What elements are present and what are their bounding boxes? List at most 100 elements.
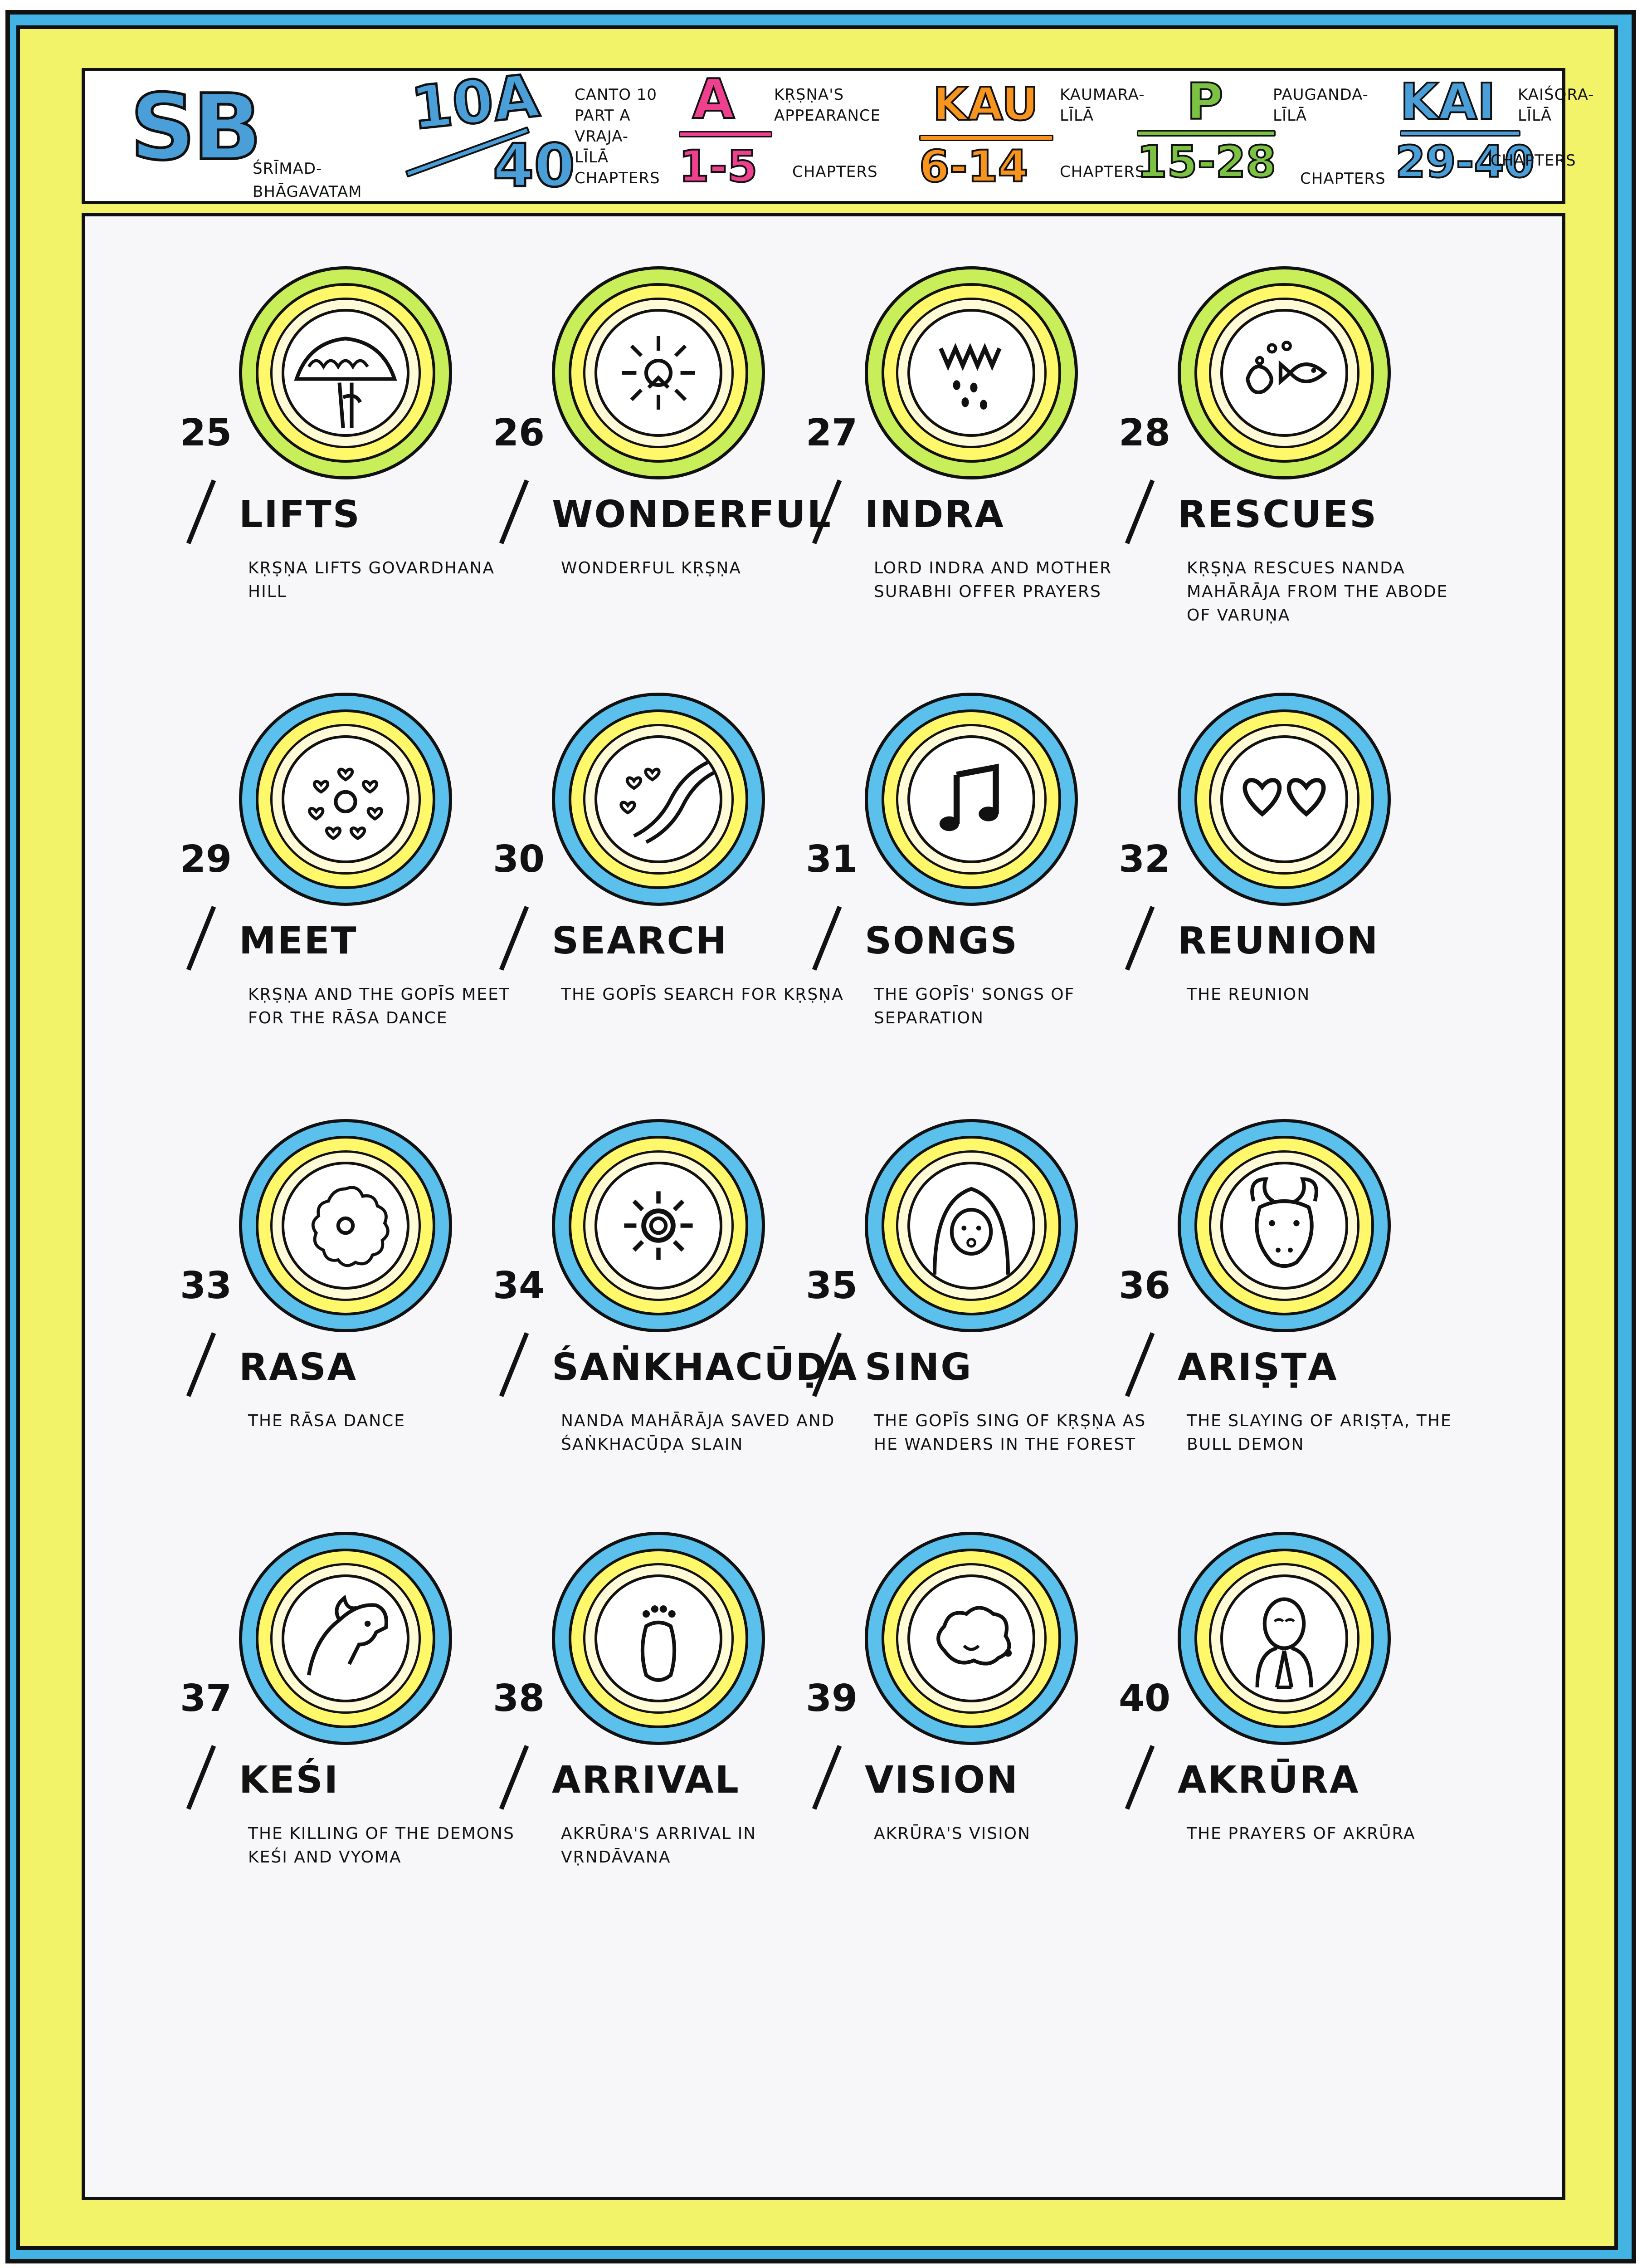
medallion <box>552 266 765 479</box>
chapter-card-28[interactable]: 28 RESCUES KṚṢṆA RESCUES NANDA MAHĀRĀJA … <box>1119 266 1491 720</box>
chapter-title: SONGS <box>865 919 1018 963</box>
medallion <box>239 693 452 906</box>
medallion <box>552 1119 765 1332</box>
medallion <box>1178 1532 1391 1745</box>
chapter-title: WONDERFUL <box>552 493 832 536</box>
chapter-number: 37 <box>180 1677 232 1720</box>
sb-logo: SB <box>129 75 263 181</box>
section-kai-suffix: CHAPTERS <box>1491 152 1576 170</box>
chapter-description: KṚṢṆA AND THE GOPĪS MEET FOR THE RĀSA DA… <box>248 985 510 1028</box>
chapter-card-38[interactable]: 38 ARRIVAL AKRŪRA'S ARRIVAL IN VṚNDĀVANA <box>493 1532 865 1985</box>
chapter-title: ARIṢṬA <box>1178 1346 1338 1389</box>
chapter-card-31[interactable]: 31 SONGS THE GOPĪS' SONGS OF SEPARATION <box>806 693 1178 1146</box>
chapter-title: VISION <box>865 1759 1019 1802</box>
chapter-number: 29 <box>180 838 232 881</box>
rain-icon <box>939 343 1002 410</box>
hill-icon <box>294 337 397 428</box>
section-kau-title: KAUMARA- LĪLĀ <box>1060 86 1145 125</box>
chapter-card-37[interactable]: 37 KEŚI THE KILLING OF THE DEMONS KEŚI A… <box>180 1532 552 1985</box>
canto-description: CANTO 10 PART A VRAJA- LĪLĀ CHAPTERS <box>575 86 660 187</box>
praying-figure-icon <box>1255 1597 1313 1690</box>
medallion <box>1178 266 1391 479</box>
medallion <box>239 1119 452 1332</box>
medallion <box>552 1532 765 1745</box>
chapter-card-32[interactable]: 32 REUNION THE REUNION <box>1119 693 1491 1146</box>
chapter-description: KṚṢṆA RESCUES NANDA MAHĀRĀJA FROM THE AB… <box>1187 559 1448 625</box>
hearts-river-icon <box>619 761 718 844</box>
chapter-title: LIFTS <box>239 493 361 536</box>
chapter-description: THE GOPĪS SING OF KṚṢṆA AS HE WANDERS IN… <box>874 1412 1146 1454</box>
gopi-face-icon <box>932 1187 1010 1275</box>
footprint-icon <box>640 1605 677 1682</box>
cloud-icon <box>936 1606 1012 1666</box>
chapter-card-40[interactable]: 40 AKRŪRA THE PRAYERS OF AKRŪRA <box>1119 1532 1491 1985</box>
chapter-number: 39 <box>806 1677 858 1720</box>
chapter-number: 33 <box>180 1264 232 1307</box>
chapter-number: 25 <box>180 411 232 455</box>
medallion <box>865 1532 1078 1745</box>
chapter-number: 26 <box>493 411 545 455</box>
chapter-description: THE RĀSA DANCE <box>248 1412 406 1430</box>
chapter-title: RESCUES <box>1178 493 1378 536</box>
chapter-description: NANDA MAHĀRĀJA SAVED AND ŚAṄKHACŪḌA SLAI… <box>561 1412 835 1454</box>
chapter-number: 38 <box>493 1677 545 1720</box>
medallion <box>239 1532 452 1745</box>
section-p-underline <box>1137 130 1276 137</box>
medallion <box>1178 1119 1391 1332</box>
chapter-description: LORD INDRA AND MOTHER SURABHI OFFER PRAY… <box>874 559 1112 601</box>
chapter-card-34[interactable]: 34 ŚAṄKHACŪḌA NANDA MAHĀRĀJA SAVED AND Ś… <box>493 1119 865 1573</box>
section-p-suffix: CHAPTERS <box>1300 170 1386 188</box>
slash-mark <box>186 1745 216 1810</box>
chapter-description: THE GOPĪS SEARCH FOR KṚṢṆA <box>561 985 844 1004</box>
medallion <box>552 693 765 906</box>
chapter-card-35[interactable]: 35 SING THE GOPĪS SING OF KṚṢṆA AS HE WA… <box>806 1119 1178 1573</box>
chapter-number: 32 <box>1119 838 1171 881</box>
section-p-title: PAUGANDA- LĪLĀ <box>1273 86 1369 125</box>
sb-subtitle: ŚRĪMAD-BHĀGAVATAM <box>253 160 362 201</box>
chapter-card-25[interactable]: 25 LIFTS KṚṢṆA LIFTS GOVARDHANA HILL <box>180 266 552 720</box>
chapter-title: RASA <box>239 1346 358 1389</box>
section-kai-code: KAI <box>1399 73 1496 131</box>
chapter-number: 27 <box>806 411 858 455</box>
chapter-title: AKRŪRA <box>1178 1759 1360 1802</box>
chapter-number: 34 <box>493 1264 545 1307</box>
chapter-card-33[interactable]: 33 RASA THE RĀSA DANCE <box>180 1119 552 1573</box>
chapter-title: SING <box>865 1346 973 1389</box>
chapter-title: KEŚI <box>239 1759 340 1802</box>
chapter-card-39[interactable]: 39 VISION AKRŪRA'S VISION <box>806 1532 1178 1985</box>
chapter-description: THE SLAYING OF ARIṢṬA, THE BULL DEMON <box>1187 1412 1452 1454</box>
chapter-number: 31 <box>806 838 858 881</box>
chapter-title: SEARCH <box>552 919 728 963</box>
canto-code-bottom: 40 <box>492 131 576 200</box>
chapter-card-30[interactable]: 30 SEARCH THE GOPĪS SEARCH FOR KṚṢṆA <box>493 693 865 1146</box>
chapter-description: THE GOPĪS' SONGS OF SEPARATION <box>874 985 1075 1028</box>
chapter-card-26[interactable]: 26 WONDERFUL WONDERFUL KṚṢṆA <box>493 266 865 720</box>
slash-mark <box>186 906 216 971</box>
chapter-description: THE REUNION <box>1187 985 1311 1004</box>
hearts-circle-icon <box>308 767 383 841</box>
chapter-title: ARRIVAL <box>552 1759 740 1802</box>
music-note-icon <box>939 763 999 831</box>
medallion <box>865 1119 1078 1332</box>
slash-mark <box>186 479 216 544</box>
section-kai-title: KAIŚORA- LĪLĀ <box>1518 86 1594 125</box>
chapter-card-36[interactable]: 36 ARIṢṬA THE SLAYING OF ARIṢṬA, THE BUL… <box>1119 1119 1491 1573</box>
bull-icon <box>1250 1177 1318 1268</box>
section-a-underline <box>679 131 772 137</box>
section-p-range: 15-28 <box>1136 137 1277 187</box>
fish-icon <box>1245 341 1328 394</box>
medallion <box>1178 693 1391 906</box>
chapter-description: WONDERFUL KṚṢṆA <box>561 559 741 577</box>
chapter-card-29[interactable]: 29 MEET KṚṢṆA AND THE GOPĪS MEET FOR THE… <box>180 693 552 1146</box>
chapter-title: INDRA <box>865 493 1005 536</box>
flower-icon <box>311 1186 390 1267</box>
chapter-title: MEET <box>239 919 358 963</box>
chapter-number: 36 <box>1119 1264 1171 1307</box>
section-kau-range: 6-14 <box>918 141 1029 192</box>
chapter-grid-panel: 25 LIFTS KṚṢṆA LIFTS GOVARDHANA HILL 2 <box>82 213 1565 2200</box>
chapter-card-27[interactable]: 27 INDRA LORD INDRA AND MOTHER SURABHI O… <box>806 266 1178 720</box>
radiant-lotus-icon <box>622 336 695 410</box>
chapter-number: 40 <box>1119 1677 1171 1720</box>
chapter-description: THE PRAYERS OF AKRŪRA <box>1187 1824 1416 1843</box>
header-banner: SB ŚRĪMAD-BHĀGAVATAM 10A 40 CANTO 10 PAR… <box>82 60 1593 204</box>
